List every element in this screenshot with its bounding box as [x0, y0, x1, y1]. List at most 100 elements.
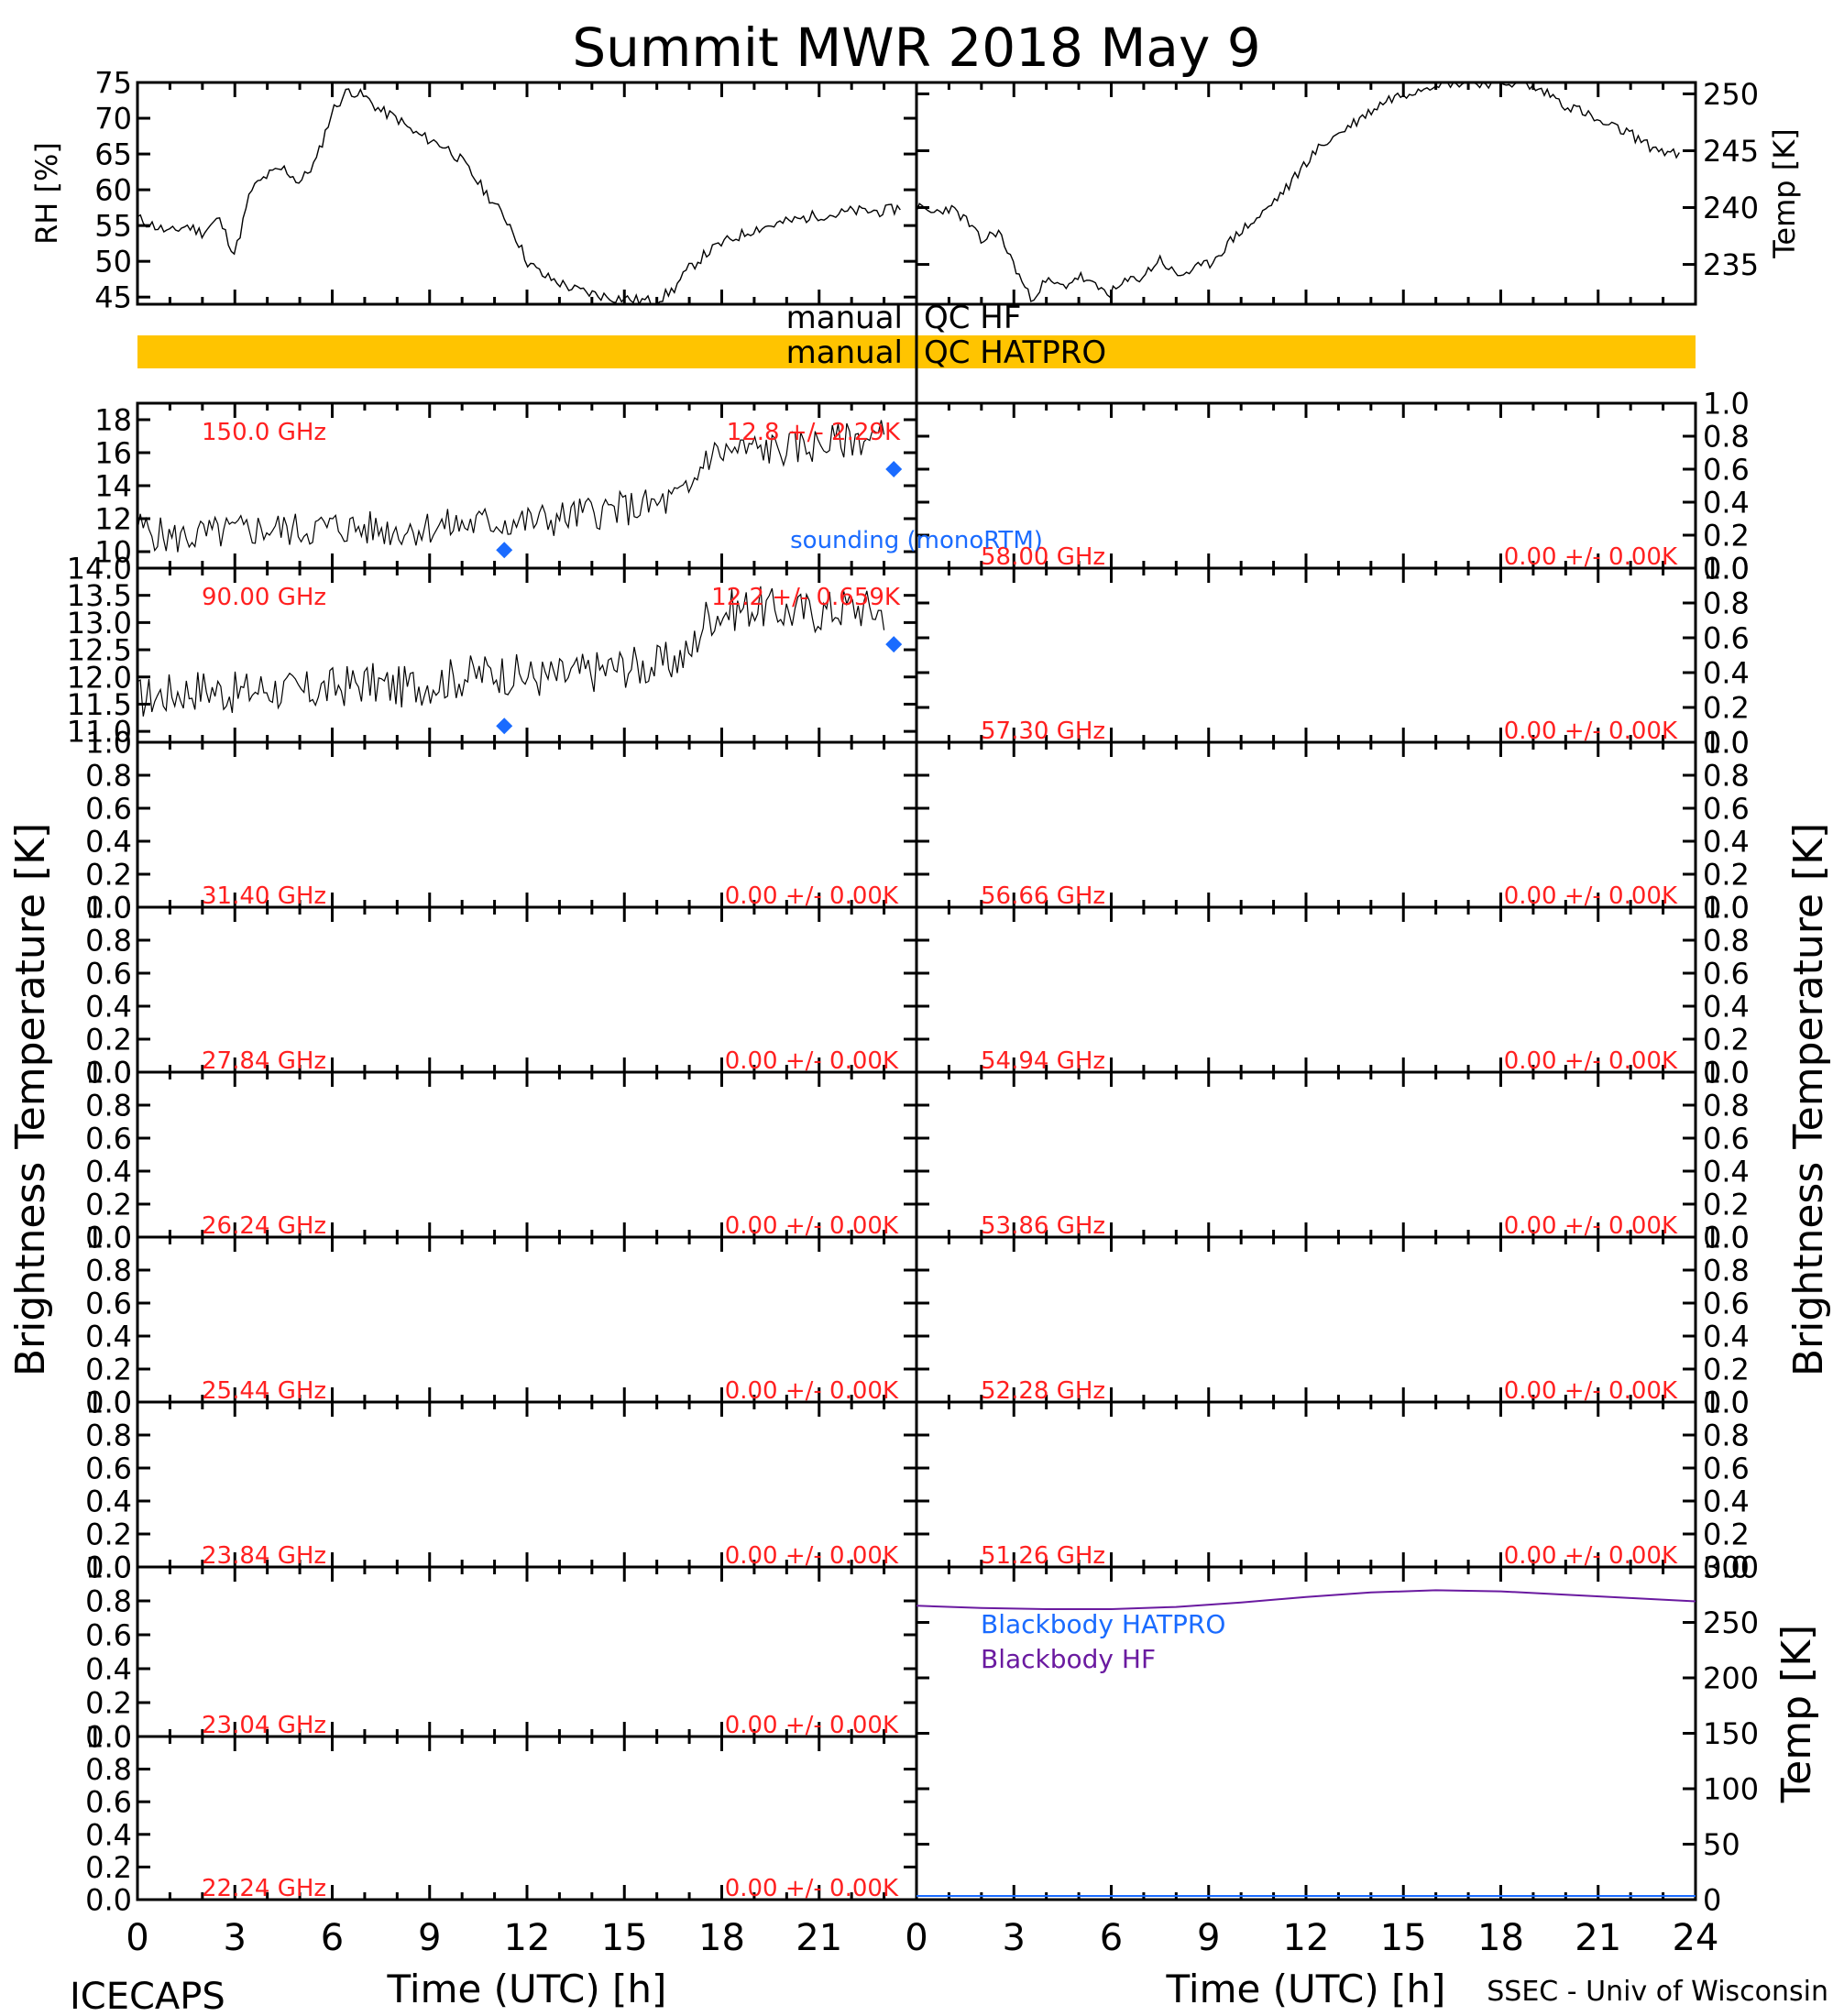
footer-right: SSEC - Univ of Wisconsin — [1487, 1976, 1828, 2008]
ch58-ytick-label: 0.6 — [1703, 453, 1750, 488]
chL8-ytick-label: 1.0 — [85, 1720, 132, 1755]
ch90-sounding-point — [496, 718, 513, 735]
rh-ytick-label: 55 — [94, 209, 132, 244]
chL8-freq-label: 22.24 GHz — [202, 1875, 326, 1902]
chR4-ytick-label: 0.4 — [1703, 1155, 1750, 1189]
blackbody-legend-hatpro: Blackbody HATPRO — [981, 1609, 1225, 1639]
rh-frame — [136, 81, 918, 306]
chR4-ytick-label: 1.0 — [1703, 1056, 1750, 1090]
chR2-stat-label: 0.00 +/- 0.00K — [1504, 882, 1678, 910]
rh-ytick-label: 65 — [94, 137, 132, 172]
xtick-label-left: 18 — [698, 1917, 745, 1959]
blackbody-axis-label: Temp [K] — [1773, 1625, 1820, 1803]
chL7-ytick-label: 0.8 — [85, 1584, 132, 1619]
chL2-ytick-label: 0.8 — [85, 759, 132, 794]
ch57-ytick-label: 1.0 — [1703, 552, 1750, 586]
chL5-ytick-label: 0.6 — [85, 1287, 132, 1321]
ch57-ytick-label: 0.8 — [1703, 586, 1750, 621]
chR2-ytick-label: 0.4 — [1703, 825, 1750, 860]
chL8-ytick-label: 0.0 — [85, 1883, 132, 1918]
ch57-ytick-label: 0.6 — [1703, 621, 1750, 656]
ch58-freq-label: 58.00 GHz — [981, 543, 1105, 571]
xtick-label-right: 18 — [1477, 1917, 1524, 1959]
chR6-ytick-label: 0.2 — [1703, 1517, 1750, 1552]
xtick-label-right: 9 — [1197, 1917, 1220, 1959]
chR5-ytick-label: 0.0 — [1703, 1386, 1750, 1420]
chR2-ytick-label: 0.8 — [1703, 759, 1750, 794]
chL2-freq-label: 31.40 GHz — [202, 882, 326, 910]
chR2-ytick-label: 0.2 — [1703, 858, 1750, 893]
rh-ytick-label: 50 — [94, 245, 132, 279]
chL7-ytick-label: 1.0 — [85, 1550, 132, 1585]
ch150-sounding-point — [496, 542, 513, 559]
temp-ytick-label: 240 — [1703, 191, 1759, 225]
chL3-ytick-label: 0.6 — [85, 957, 132, 992]
chL6-ytick-label: 0.8 — [85, 1419, 132, 1453]
ch57-frame — [915, 566, 1697, 744]
ch90-ytick-label: 14.0 — [67, 552, 132, 586]
chR3-ytick-label: 0.6 — [1703, 957, 1750, 992]
qc-hf-left: manual — [786, 300, 903, 336]
ch58-ytick-label: 0.0 — [1703, 552, 1750, 586]
sounding-label: sounding (monoRTM) — [790, 527, 1043, 554]
chL8-ytick-label: 0.6 — [85, 1785, 132, 1820]
xtick-label-left: 15 — [601, 1917, 648, 1959]
chR5-ytick-label: 0.6 — [1703, 1287, 1750, 1321]
chL6-ytick-label: 0.0 — [85, 1550, 132, 1585]
temp-ytick-label: 235 — [1703, 247, 1759, 282]
chL3-ytick-label: 0.8 — [85, 924, 132, 959]
rh-series-line — [137, 87, 901, 306]
chL5-stat-label: 0.00 +/- 0.00K — [725, 1377, 899, 1405]
chR3-ytick-label: 0.8 — [1703, 924, 1750, 959]
chR3-freq-label: 54.94 GHz — [981, 1047, 1105, 1075]
ch150-ytick-label: 18 — [94, 403, 132, 438]
xtick-label-right: 3 — [1003, 1917, 1026, 1959]
chL7-freq-label: 23.04 GHz — [202, 1712, 326, 1739]
chR5-ytick-label: 0.2 — [1703, 1353, 1750, 1387]
chR6-freq-label: 51.26 GHz — [981, 1542, 1105, 1570]
rh-ytick-label: 70 — [94, 102, 132, 137]
chR6-ytick-label: 1.0 — [1703, 1386, 1750, 1420]
chL6-ytick-label: 0.2 — [85, 1517, 132, 1552]
chL7-ytick-label: 0.4 — [85, 1652, 132, 1687]
ch57-ytick-label: 0.0 — [1703, 726, 1750, 761]
ch57-stat-label: 0.00 +/- 0.00K — [1504, 718, 1678, 745]
xtick-label-right: 6 — [1100, 1917, 1123, 1959]
chL5-ytick-label: 0.8 — [85, 1254, 132, 1288]
chR6-stat-label: 0.00 +/- 0.00K — [1504, 1542, 1678, 1570]
chL8-ytick-label: 0.2 — [85, 1850, 132, 1885]
ch57-freq-label: 57.30 GHz — [981, 718, 1105, 745]
ch150-ytick-label: 12 — [94, 502, 132, 537]
bt-axis-label-left: Brightness Temperature [K] — [7, 823, 54, 1376]
qc-hf-right: QC HF — [924, 300, 1021, 336]
ch58-ytick-label: 0.2 — [1703, 519, 1750, 553]
chR6-ytick-label: 0.8 — [1703, 1419, 1750, 1453]
ch58-ytick-label: 0.4 — [1703, 486, 1750, 520]
xtick-label-right: 0 — [905, 1917, 927, 1959]
blackbody-legend-hf: Blackbody HF — [981, 1644, 1156, 1674]
xtick-label-right: 12 — [1283, 1917, 1330, 1959]
ch150-ytick-label: 10 — [94, 535, 132, 570]
chL3-ytick-label: 0.2 — [85, 1023, 132, 1057]
bt-axis-label-right: Brightness Temperature [K] — [1785, 823, 1832, 1376]
chR6-ytick-label: 0.6 — [1703, 1452, 1750, 1486]
ch90-ytick-label: 11.5 — [67, 687, 132, 722]
ch58-stat-label: 0.00 +/- 0.00K — [1504, 543, 1678, 571]
xtick-label-left: 12 — [504, 1917, 551, 1959]
chR3-ytick-label: 1.0 — [1703, 891, 1750, 926]
chR4-ytick-label: 0.6 — [1703, 1122, 1750, 1156]
ch90-ytick-label: 12.5 — [67, 633, 132, 668]
ch90-ytick-label: 11.0 — [67, 715, 132, 750]
chR5-ytick-label: 0.4 — [1703, 1320, 1750, 1354]
chL8-stat-label: 0.00 +/- 0.00K — [725, 1875, 899, 1902]
ch57-ytick-label: 0.4 — [1703, 656, 1750, 691]
chR5-freq-label: 52.28 GHz — [981, 1377, 1105, 1405]
chL2-ytick-label: 0.4 — [85, 825, 132, 860]
chL4-ytick-label: 0.4 — [85, 1155, 132, 1189]
chL5-ytick-label: 0.4 — [85, 1320, 132, 1354]
chL4-ytick-label: 0.0 — [85, 1221, 132, 1255]
x-axis-label-left: Time (UTC) [h] — [387, 1967, 667, 2011]
xtick-label-right: 21 — [1575, 1917, 1621, 1959]
chL6-stat-label: 0.00 +/- 0.00K — [725, 1542, 899, 1570]
